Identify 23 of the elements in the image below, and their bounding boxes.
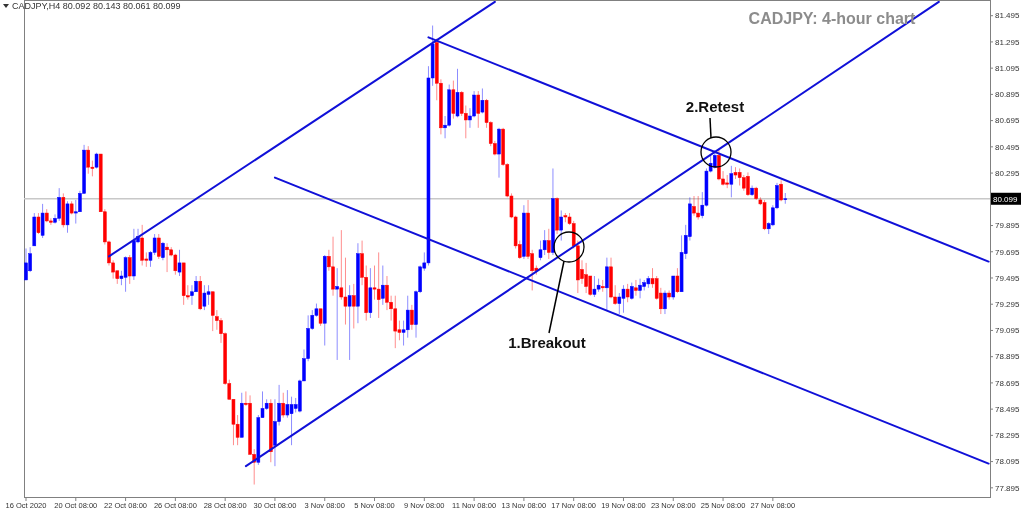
y-tick-label: 80.295 [995,168,1021,178]
annotation: 1.Breakout [508,334,586,351]
y-tick-label: 79.095 [995,326,1021,336]
annotation: 2.Retest [685,98,745,115]
y-tick-label: 78.095 [995,457,1021,467]
y-tick-label: 79.895 [995,221,1021,231]
y-tick-label: 79.695 [995,247,1021,257]
y-tick-label: 79.495 [995,273,1021,283]
y-tick-label: 79.295 [995,300,1021,310]
text: CADJPY: 4-hour chart [748,10,917,27]
y-tick-label: 77.895 [995,483,1021,493]
y-tick-label: 78.295 [995,431,1021,441]
y-tick-label: 80.695 [995,116,1021,126]
y-tick-label: 80.895 [995,90,1021,100]
ref-line-label: 80.099 [993,194,1019,204]
y-tick-label: 78.895 [995,352,1021,362]
y-tick-label: 80.495 [995,142,1021,152]
y-tick-label: 81.295 [995,37,1021,47]
y-tick-label: 78.495 [995,404,1021,414]
y-tick-label: 81.495 [995,11,1021,21]
y-tick-label: 78.695 [995,378,1021,388]
y-tick-label: 81.095 [995,63,1021,73]
candlestick [634,279,638,297]
